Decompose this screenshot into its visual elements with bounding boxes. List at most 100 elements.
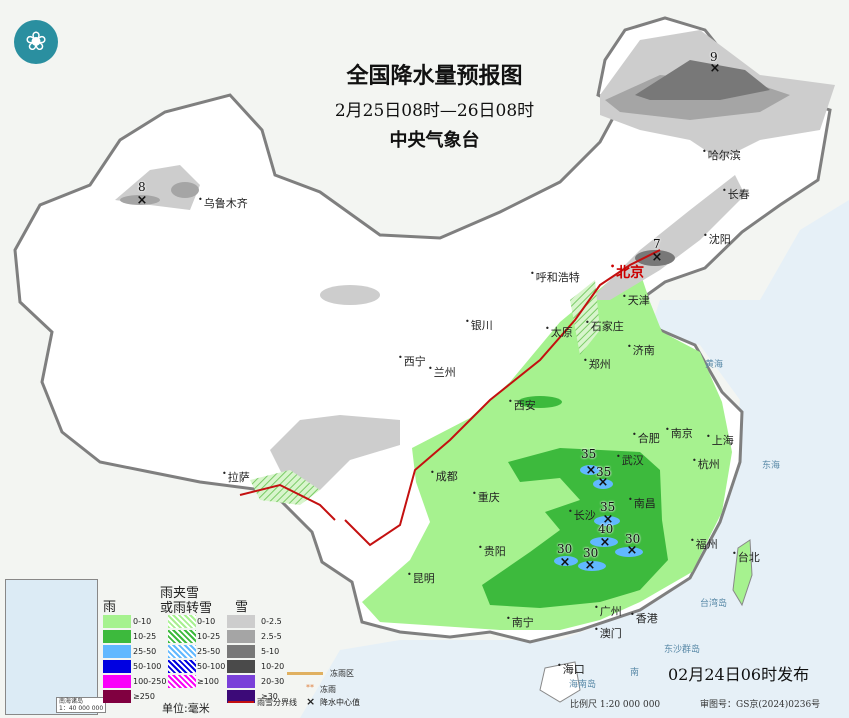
city-label: 武汉 xyxy=(616,452,644,468)
svg-text:×: × xyxy=(586,463,597,478)
city-label: 合肥 xyxy=(632,430,660,446)
forecast-period: 2月25日08时—26日08时 xyxy=(334,101,535,121)
city-label: 西宁 xyxy=(398,353,426,369)
sleet-legend-label: 0-10 xyxy=(197,617,216,626)
rain-legend-swatch xyxy=(103,630,131,643)
svg-text:×: × xyxy=(600,535,611,550)
rain-legend-label: 0-10 xyxy=(133,617,152,626)
sleet-legend-label: 50-100 xyxy=(197,662,226,671)
sleet-legend-label: 10-25 xyxy=(197,632,221,641)
precip-value: 35 xyxy=(581,447,597,461)
snow-legend-label: 10-20 xyxy=(261,662,285,671)
precip-center-markers: ××× ××× ××× × xyxy=(137,61,721,573)
snow-legend-swatch xyxy=(227,660,255,673)
sleet-legend-swatch xyxy=(168,615,196,628)
svg-text:×: × xyxy=(627,543,638,558)
sea-label: 东沙群岛 xyxy=(664,645,701,655)
inset-caption: 南海诸岛 1：40 000 000 xyxy=(56,697,107,713)
freezing-zone-swatch xyxy=(287,672,323,675)
snow-legend-label: 5-10 xyxy=(261,647,280,656)
rain-legend-label: 50-100 xyxy=(133,662,162,671)
precip-value: 8 xyxy=(138,180,146,194)
city-label: 香港 xyxy=(630,610,658,626)
city-label: 石家庄 xyxy=(585,318,624,334)
map-approval-number: 审图号：GS京(2024)0236号 xyxy=(700,700,821,710)
sea-label: 东海 xyxy=(762,461,781,471)
legend-sleet-title-2: 或雨转雪 xyxy=(160,601,213,616)
rain-legend-swatch xyxy=(103,615,131,628)
city-label: 南宁 xyxy=(506,614,534,630)
rain-10-25-area xyxy=(482,448,668,608)
inset-caption-title: 南海诸岛 xyxy=(59,698,84,705)
svg-text:×: × xyxy=(603,512,614,527)
center-marker-icon: × xyxy=(306,695,316,708)
snow-legend-label: 0-2.5 xyxy=(261,617,282,626)
legend-freezing-rain: 冻雨 xyxy=(320,685,336,694)
snow-legend-swatch xyxy=(227,615,255,628)
rain-25-50-areas xyxy=(554,465,643,571)
city-label: 台北 xyxy=(732,549,760,565)
snow-legend-swatch xyxy=(227,690,255,703)
precip-value: 30 xyxy=(625,532,641,546)
city-label: 太原 xyxy=(545,324,573,340)
svg-text:×: × xyxy=(710,61,721,76)
south-china-sea-inset xyxy=(5,579,98,715)
snow-legend-label: 2.5-5 xyxy=(261,632,282,641)
precip-value: 30 xyxy=(557,542,573,556)
city-label: 郑州 xyxy=(583,356,611,372)
snow-legend-swatch xyxy=(227,675,255,688)
svg-text:×: × xyxy=(585,558,596,573)
city-label: 福州 xyxy=(690,536,718,552)
svg-text:×: × xyxy=(652,250,663,265)
city-label: 上海 xyxy=(706,432,734,448)
map-title: 全国降水量预报图 xyxy=(346,63,523,89)
legend-sleet-title-1: 雨夹雪 xyxy=(160,586,200,601)
city-label: 贵阳 xyxy=(478,543,506,559)
city-label: 南京 xyxy=(665,425,693,441)
city-label: 澳门 xyxy=(594,625,622,641)
city-label: 乌鲁木齐 xyxy=(198,195,248,211)
freezing-rain-icon: ** xyxy=(306,683,314,692)
legend-snow-title: 雪 xyxy=(235,600,249,615)
sleet-legend-swatch xyxy=(168,630,196,643)
legend-freezing-zone: 冻雨区 xyxy=(330,669,354,678)
city-label: 重庆 xyxy=(472,489,500,505)
city-label: 广州 xyxy=(594,603,622,619)
svg-text:×: × xyxy=(137,193,148,208)
snow-legend-label: ≥30 xyxy=(261,692,278,701)
city-label: 杭州 xyxy=(692,456,720,472)
rain-legend-swatch xyxy=(103,660,131,673)
agency-name: 中央气象台 xyxy=(389,130,480,151)
city-label: 呼和浩特 xyxy=(530,269,580,285)
rain-legend-label: 25-50 xyxy=(133,647,157,656)
city-label: 哈尔滨 xyxy=(702,147,741,163)
rain-legend-swatch xyxy=(103,675,131,688)
precip-value: 35 xyxy=(600,500,616,514)
map-scale: 比例尺 1:20 000 000 xyxy=(570,700,661,710)
city-label: 长沙 xyxy=(568,507,596,523)
svg-text:×: × xyxy=(560,555,571,570)
legend-freeze-line: 雨雪分界线 xyxy=(257,698,297,707)
sleet-legend-label: ≥100 xyxy=(197,677,219,686)
city-label: 拉萨 xyxy=(222,469,250,485)
sleet-legend-label: 25-50 xyxy=(197,647,221,656)
rain-legend-label: 100-250 xyxy=(133,677,167,686)
issue-time: 02月24日06时发布 xyxy=(668,665,810,684)
precip-value: 40 xyxy=(598,522,614,536)
city-label: 沈阳 xyxy=(703,231,731,247)
rain-legend-label: ≥250 xyxy=(133,692,155,701)
city-label: 北京 xyxy=(610,262,644,282)
sea-label: 台湾岛 xyxy=(700,599,728,609)
rain-legend-swatch xyxy=(103,690,131,703)
city-label: 天津 xyxy=(622,292,650,308)
legend-rain-title: 雨 xyxy=(103,600,117,615)
cma-logo-icon: ❀ xyxy=(14,20,58,64)
city-label: 济南 xyxy=(627,342,655,358)
sea-label: 海南岛 xyxy=(569,680,597,690)
legend-center-value: 降水中心值 xyxy=(320,698,360,707)
city-label: 西安 xyxy=(508,397,536,413)
snow-legend-label: 20-30 xyxy=(261,677,285,686)
legend-unit: 单位:毫米 xyxy=(162,702,210,715)
inset-caption-scale: 1：40 000 000 xyxy=(59,705,104,712)
city-label: 海口 xyxy=(557,661,585,677)
